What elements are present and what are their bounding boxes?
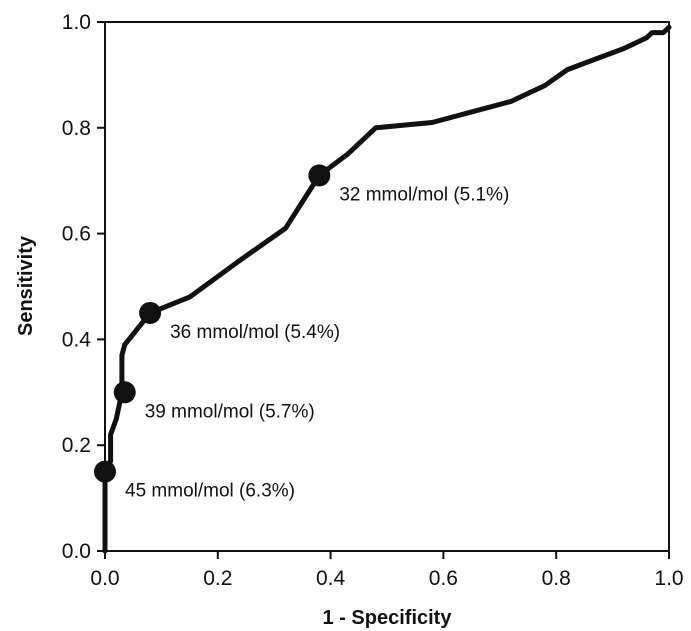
y-tick-label: 0.8 [62,117,91,140]
threshold-marker [113,381,136,404]
threshold-label: 36 mmol/mol (5.4%) [170,322,340,343]
plot-frame [104,21,670,552]
x-tick-label: 0.2 [203,567,232,590]
threshold-markers [94,164,331,483]
threshold-marker [94,460,116,483]
x-axis-ticks: 0.0 0.2 0.4 0.6 0.8 1.0 [90,551,684,590]
x-tick-label: 0.6 [429,567,458,590]
roc-curve [102,24,672,554]
threshold-label: 32 mmol/mol (5.1%) [339,184,509,205]
y-tick-label: 0.2 [62,434,91,457]
y-tick-label: 0.0 [62,540,91,563]
y-axis-ticks: 0.0 0.2 0.4 0.6 0.8 1.0 [62,11,105,563]
threshold-annotations: 45 mmol/mol (6.3%) 39 mmol/mol (5.7%) 36 m… [125,184,509,501]
x-tick-label: 0.0 [90,567,119,590]
threshold-label: 45 mmol/mol (6.3%) [125,481,295,502]
y-tick-label: 1.0 [62,11,91,34]
y-tick-label: 0.4 [62,328,92,351]
threshold-label: 39 mmol/mol (5.7%) [145,401,315,422]
threshold-marker [139,301,162,324]
x-tick-label: 0.4 [316,567,346,590]
y-axis-title: Sensitivity [15,235,37,336]
x-axis-title: 1 - Specificity [323,607,453,629]
threshold-marker [308,164,331,187]
x-tick-label: 0.8 [542,567,571,590]
x-tick-label: 1.0 [654,567,683,590]
y-tick-label: 0.6 [62,223,91,246]
